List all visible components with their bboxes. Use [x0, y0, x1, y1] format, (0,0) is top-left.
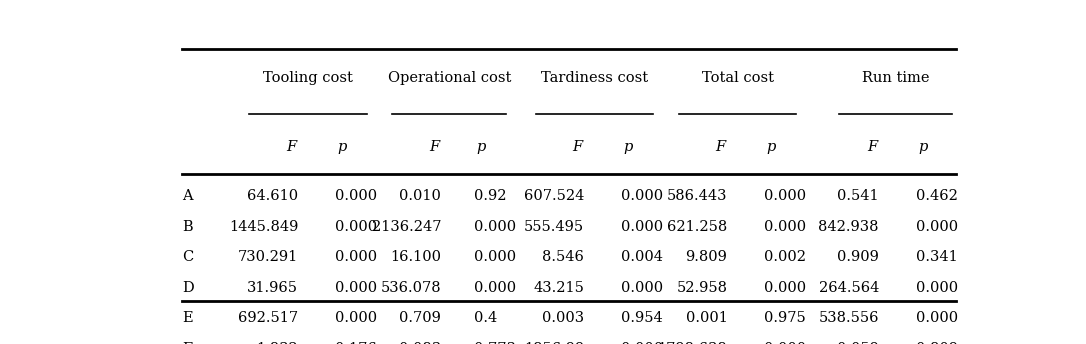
Text: 0.909: 0.909	[837, 250, 879, 264]
Text: 1445.849: 1445.849	[229, 220, 299, 234]
Text: F: F	[572, 140, 583, 154]
Text: 0.709: 0.709	[400, 311, 441, 325]
Text: 0.000: 0.000	[765, 342, 807, 344]
Text: 0.010: 0.010	[400, 189, 441, 203]
Text: 555.495: 555.495	[525, 220, 584, 234]
Text: 0.000: 0.000	[621, 189, 664, 203]
Text: 0.773: 0.773	[475, 342, 516, 344]
Text: 0.4: 0.4	[475, 311, 497, 325]
Text: 730.291: 730.291	[238, 250, 299, 264]
Text: 536.078: 536.078	[381, 281, 441, 294]
Text: 0.541: 0.541	[837, 189, 879, 203]
Text: 0.000: 0.000	[475, 250, 516, 264]
Text: 0.462: 0.462	[915, 189, 958, 203]
Text: B: B	[182, 220, 192, 234]
Text: 692.517: 692.517	[238, 311, 299, 325]
Text: 0.000: 0.000	[621, 342, 664, 344]
Text: 64.610: 64.610	[247, 189, 299, 203]
Text: 0.000: 0.000	[915, 311, 958, 325]
Text: 0.92: 0.92	[475, 189, 506, 203]
Text: 1856.99: 1856.99	[525, 342, 584, 344]
Text: 0.000: 0.000	[336, 220, 377, 234]
Text: F: F	[429, 140, 440, 154]
Text: F: F	[867, 140, 877, 154]
Text: 0.000: 0.000	[915, 220, 958, 234]
Text: A: A	[182, 189, 192, 203]
Text: Operational cost: Operational cost	[388, 71, 510, 85]
Text: 8.546: 8.546	[543, 250, 584, 264]
Text: 0.000: 0.000	[336, 281, 377, 294]
Text: 264.564: 264.564	[819, 281, 879, 294]
Text: 842.938: 842.938	[819, 220, 879, 234]
Text: E: E	[182, 311, 192, 325]
Text: 0.000: 0.000	[336, 311, 377, 325]
Text: 0.000: 0.000	[336, 250, 377, 264]
Text: p: p	[623, 140, 633, 154]
Text: 0.000: 0.000	[475, 281, 516, 294]
Text: 0.341: 0.341	[915, 250, 958, 264]
Text: p: p	[476, 140, 485, 154]
Text: 43.215: 43.215	[533, 281, 584, 294]
Text: Total cost: Total cost	[702, 71, 773, 85]
Text: 1798.638: 1798.638	[658, 342, 728, 344]
Text: 621.258: 621.258	[667, 220, 728, 234]
Text: p: p	[918, 140, 927, 154]
Text: 0.975: 0.975	[765, 311, 806, 325]
Text: 0.809: 0.809	[915, 342, 958, 344]
Text: 16.100: 16.100	[390, 250, 441, 264]
Text: 31.965: 31.965	[248, 281, 299, 294]
Text: 2136.247: 2136.247	[371, 220, 441, 234]
Text: C: C	[182, 250, 193, 264]
Text: p: p	[767, 140, 775, 154]
Text: 1.832: 1.832	[256, 342, 299, 344]
Text: 0.954: 0.954	[621, 311, 664, 325]
Text: 0.000: 0.000	[915, 281, 958, 294]
Text: 0.002: 0.002	[765, 250, 807, 264]
Text: p: p	[338, 140, 346, 154]
Text: D: D	[182, 281, 193, 294]
Text: Tardiness cost: Tardiness cost	[541, 71, 648, 85]
Text: 0.004: 0.004	[621, 250, 664, 264]
Text: F: F	[716, 140, 725, 154]
Text: 0.001: 0.001	[685, 311, 728, 325]
Text: 538.556: 538.556	[819, 311, 879, 325]
Text: 0.000: 0.000	[765, 281, 807, 294]
Text: 0.000: 0.000	[475, 220, 516, 234]
Text: 586.443: 586.443	[667, 189, 728, 203]
Text: 0.003: 0.003	[542, 311, 584, 325]
Text: 0.083: 0.083	[400, 342, 441, 344]
Text: 0.000: 0.000	[765, 189, 807, 203]
Text: 9.809: 9.809	[685, 250, 728, 264]
Text: 0.000: 0.000	[765, 220, 807, 234]
Text: 0.000: 0.000	[621, 281, 664, 294]
Text: Run time: Run time	[861, 71, 930, 85]
Text: 0.000: 0.000	[621, 220, 664, 234]
Text: 0.059: 0.059	[837, 342, 879, 344]
Text: 52.958: 52.958	[677, 281, 728, 294]
Text: F: F	[287, 140, 296, 154]
Text: 0.176: 0.176	[336, 342, 377, 344]
Text: F: F	[182, 342, 192, 344]
Text: 607.524: 607.524	[523, 189, 584, 203]
Text: Tooling cost: Tooling cost	[263, 71, 353, 85]
Text: 0.000: 0.000	[336, 189, 377, 203]
